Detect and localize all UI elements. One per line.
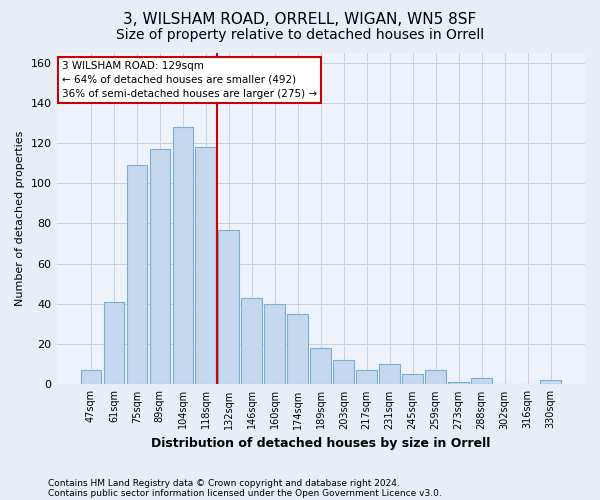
Y-axis label: Number of detached properties: Number of detached properties [15, 131, 25, 306]
Bar [149, 149, 170, 384]
Text: 3, WILSHAM ROAD, ORRELL, WIGAN, WN5 8SF: 3, WILSHAM ROAD, ORRELL, WIGAN, WN5 8SF [124, 12, 476, 28]
Bar [472, 378, 492, 384]
Bar [80, 370, 101, 384]
Bar [334, 360, 354, 384]
Bar [287, 314, 308, 384]
Bar [425, 370, 446, 384]
Bar [104, 302, 124, 384]
Bar [310, 348, 331, 385]
Bar [218, 230, 239, 384]
Text: Size of property relative to detached houses in Orrell: Size of property relative to detached ho… [116, 28, 484, 42]
Text: Contains HM Land Registry data © Crown copyright and database right 2024.: Contains HM Land Registry data © Crown c… [48, 478, 400, 488]
Bar [173, 127, 193, 384]
Text: Contains public sector information licensed under the Open Government Licence v3: Contains public sector information licen… [48, 488, 442, 498]
Bar [379, 364, 400, 384]
X-axis label: Distribution of detached houses by size in Orrell: Distribution of detached houses by size … [151, 437, 490, 450]
Text: 3 WILSHAM ROAD: 129sqm
← 64% of detached houses are smaller (492)
36% of semi-de: 3 WILSHAM ROAD: 129sqm ← 64% of detached… [62, 61, 317, 99]
Bar [265, 304, 285, 384]
Bar [241, 298, 262, 384]
Bar [196, 147, 216, 384]
Bar [540, 380, 561, 384]
Bar [356, 370, 377, 384]
Bar [448, 382, 469, 384]
Bar [403, 374, 423, 384]
Bar [127, 165, 147, 384]
